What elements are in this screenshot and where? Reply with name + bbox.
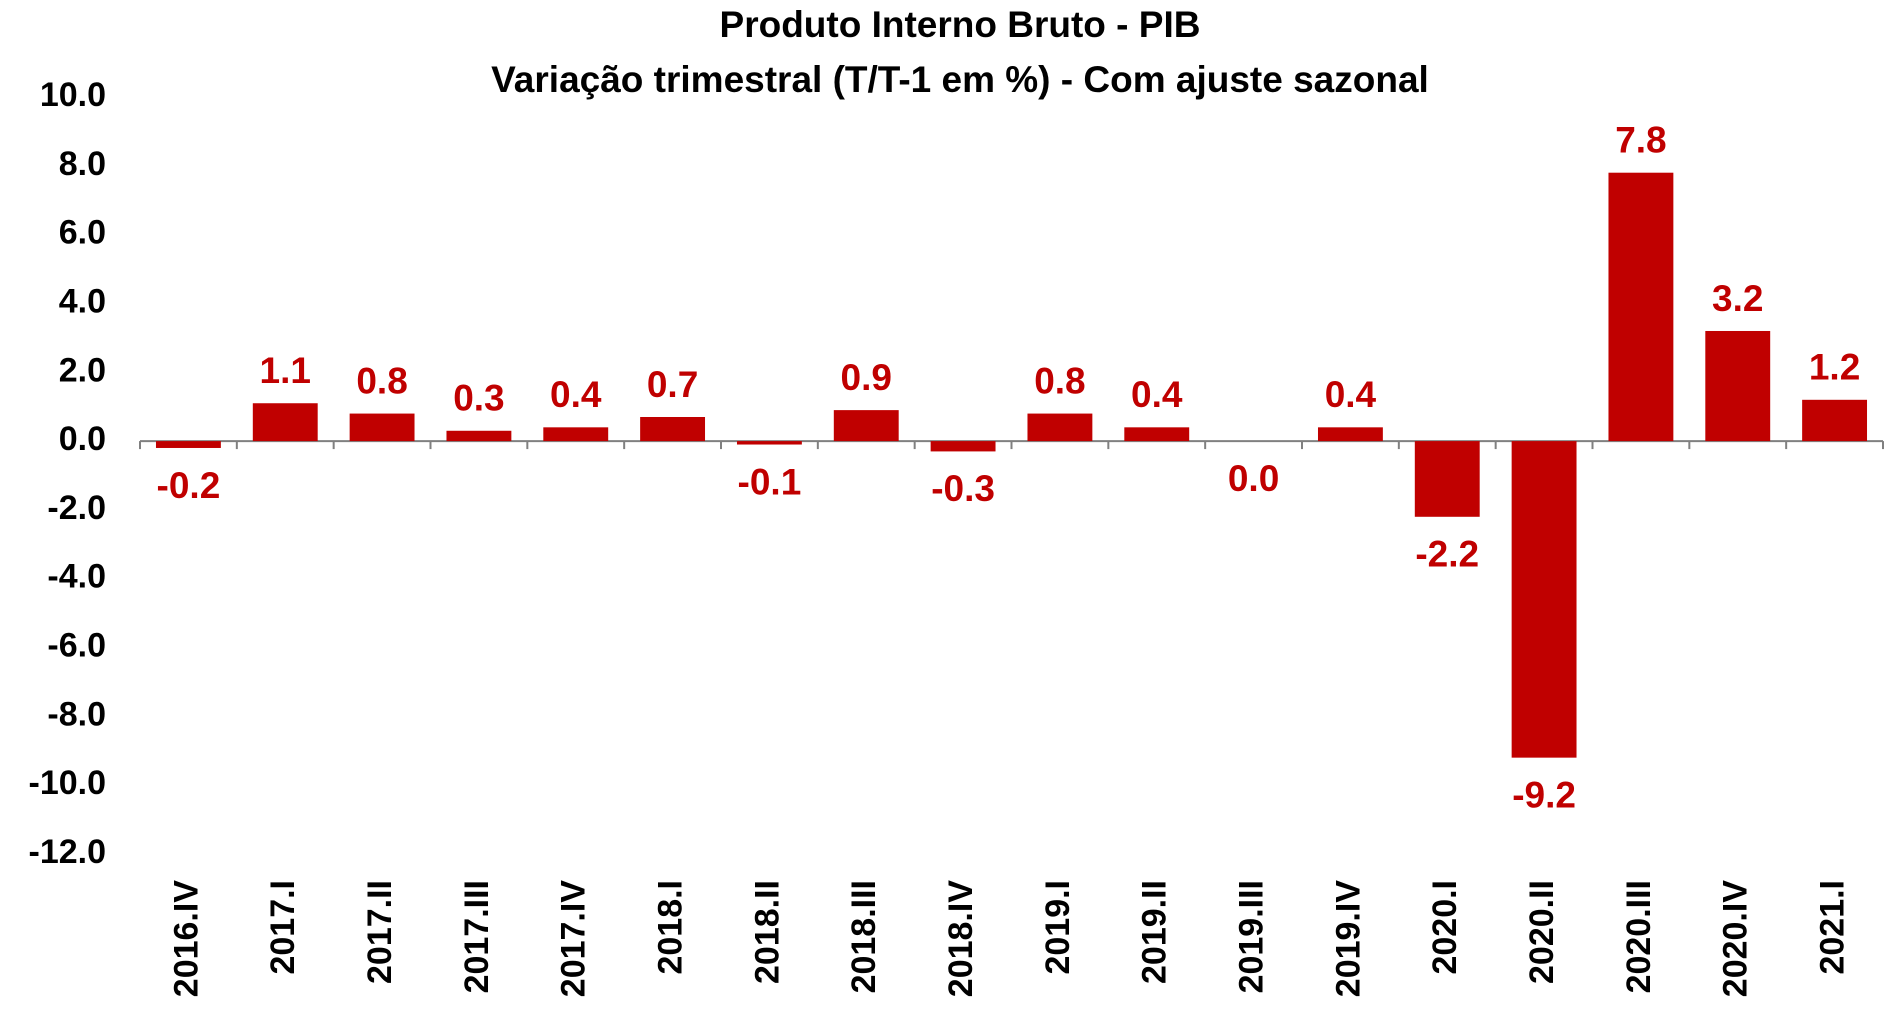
bar	[1027, 413, 1093, 442]
y-tick-label: 2.0	[59, 351, 106, 389]
bar	[833, 410, 899, 442]
bar	[1802, 399, 1868, 442]
x-tick-label: 2021.I	[1814, 880, 1852, 975]
bar	[736, 441, 802, 445]
x-tick-label: 2020.IV	[1717, 880, 1755, 998]
x-tick-label: 2017.III	[458, 880, 496, 993]
x-tick-label: 2017.I	[264, 880, 302, 975]
y-tick-label: 10.0	[40, 76, 106, 114]
data-label: 1.2	[1809, 347, 1860, 388]
data-label: 1.1	[260, 350, 311, 391]
bar	[446, 430, 512, 442]
data-label: 0.4	[1325, 374, 1377, 415]
chart-title: Produto Interno Bruto - PIB	[720, 4, 1201, 45]
data-label: 0.3	[453, 378, 504, 419]
bar	[1317, 427, 1383, 442]
y-tick-label: 0.0	[59, 420, 106, 458]
bar	[252, 403, 318, 442]
x-tick-label: 2017.II	[361, 880, 399, 984]
y-tick-label: -10.0	[29, 764, 107, 802]
x-tick-label: 2020.I	[1426, 880, 1464, 975]
y-tick-label: -4.0	[47, 558, 106, 596]
y-tick-label: 4.0	[59, 282, 106, 320]
x-tick-label: 2017.IV	[555, 880, 593, 998]
y-tick-label: -6.0	[47, 627, 106, 665]
bar	[155, 441, 221, 448]
x-tick-label: 2019.IV	[1329, 880, 1367, 998]
data-label: -9.2	[1512, 774, 1576, 815]
bar	[349, 413, 415, 442]
bar	[1511, 441, 1577, 758]
x-tick-label: 2019.II	[1136, 880, 1174, 984]
y-tick-label: -8.0	[47, 695, 106, 733]
data-label: -0.3	[931, 468, 995, 509]
data-label: 0.4	[550, 374, 602, 415]
bar	[543, 427, 609, 442]
bar	[930, 441, 996, 452]
chart-subtitle: Variação trimestral (T/T-1 em %) - Com a…	[491, 59, 1429, 100]
data-label: 0.9	[841, 357, 892, 398]
x-tick-label: 2019.I	[1039, 880, 1077, 975]
bar	[1124, 427, 1190, 442]
data-label: 0.4	[1131, 374, 1183, 415]
x-tick-label: 2019.III	[1233, 880, 1271, 993]
x-tick-label: 2018.III	[845, 880, 883, 993]
y-tick-label: -12.0	[29, 833, 107, 871]
data-label: -0.2	[157, 465, 221, 506]
y-tick-label: 6.0	[59, 214, 106, 252]
bar	[1414, 441, 1480, 517]
x-tick-label: 2016.IV	[167, 880, 205, 998]
bar	[1608, 172, 1674, 442]
y-tick-label: -2.0	[47, 489, 106, 527]
data-label: -2.2	[1415, 534, 1479, 575]
data-label: 7.8	[1615, 119, 1666, 160]
data-label: 3.2	[1712, 278, 1763, 319]
y-tick-label: 8.0	[59, 145, 106, 183]
x-tick-label: 2020.III	[1620, 880, 1658, 993]
bar	[640, 417, 706, 442]
data-label: -0.1	[738, 461, 802, 502]
x-tick-label: 2018.IV	[942, 880, 980, 998]
bar	[1705, 330, 1771, 442]
data-label: 0.8	[356, 360, 407, 401]
x-tick-label: 2018.I	[652, 880, 690, 975]
data-label: 0.8	[1034, 360, 1085, 401]
x-tick-label: 2020.II	[1523, 880, 1561, 984]
data-label: 0.0	[1228, 458, 1279, 499]
data-label: 0.7	[647, 364, 698, 405]
x-tick-label: 2018.II	[748, 880, 786, 984]
